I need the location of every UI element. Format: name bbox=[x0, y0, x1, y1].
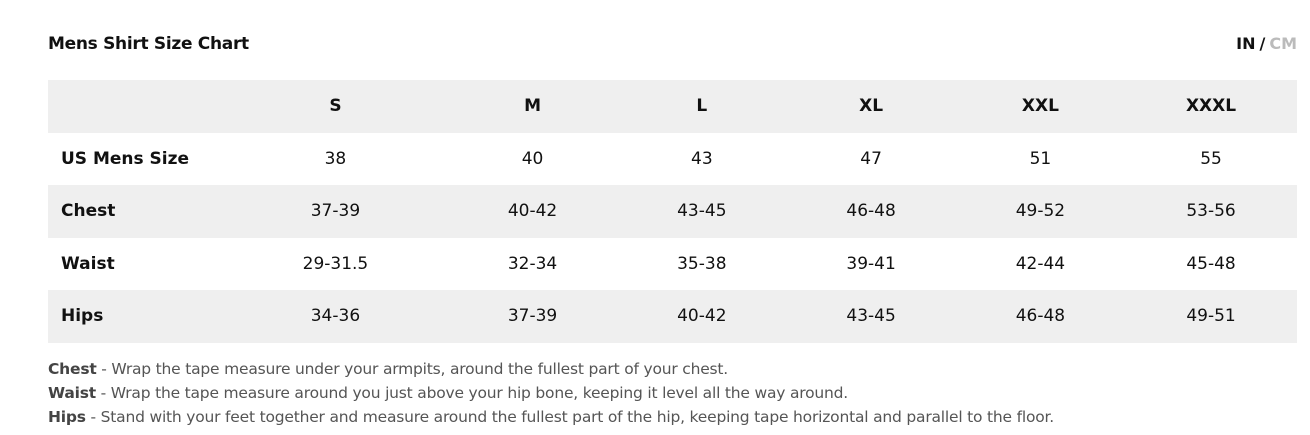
table-cell: 32-34 bbox=[507, 253, 558, 274]
table-cell: 35-38 bbox=[677, 253, 727, 274]
table-cell: 40-42 bbox=[677, 306, 727, 327]
table-cell: 51 bbox=[1029, 148, 1052, 169]
column-header: L bbox=[696, 96, 708, 117]
table-cell: 49-52 bbox=[1015, 201, 1066, 222]
note-text: - Wrap the tape measure under your armpi… bbox=[96, 360, 729, 378]
table-cell: 34-36 bbox=[310, 306, 361, 327]
header-row: S M L XL XXL XXXL bbox=[48, 80, 1297, 133]
unit-separator: / bbox=[1259, 34, 1266, 53]
table-cell: 43-45 bbox=[846, 306, 896, 327]
table-cell: 40-42 bbox=[507, 201, 558, 222]
table-cell: 46-48 bbox=[846, 201, 896, 222]
table-cell: 45-48 bbox=[1186, 253, 1236, 274]
column-header: M bbox=[524, 96, 541, 117]
table-cell: 43 bbox=[691, 148, 713, 169]
column-header: S bbox=[329, 96, 342, 117]
table-row: US Mens Size 38 40 43 47 51 55 bbox=[48, 133, 1297, 186]
unit-toggle: IN / CM bbox=[1236, 34, 1297, 53]
table-cell: 37-39 bbox=[507, 306, 558, 327]
table-cell: 38 bbox=[324, 148, 347, 169]
note-term: Chest bbox=[48, 360, 97, 378]
table-row: Hips 34-36 37-39 40-42 43-45 46-48 49-51 bbox=[48, 290, 1297, 343]
column-header: XXL bbox=[1021, 96, 1059, 117]
note-text: - Stand with your feet together and meas… bbox=[85, 408, 1055, 426]
note-text: - Wrap the tape measure around you just … bbox=[95, 384, 849, 402]
unit-cm-button[interactable]: CM bbox=[1269, 34, 1297, 53]
note-line: Waist - Wrap the tape measure around you… bbox=[48, 381, 1054, 405]
table-cell: 43-45 bbox=[677, 201, 727, 222]
column-header: XXXL bbox=[1185, 96, 1237, 117]
row-label: Chest bbox=[61, 201, 116, 222]
row-label: Waist bbox=[61, 253, 115, 274]
size-table: S M L XL XXL XXXL US Mens Size 38 40 43 47 51 55 Che… bbox=[48, 80, 1297, 343]
column-header: XL bbox=[859, 96, 884, 117]
note-line: Chest - Wrap the tape measure under your… bbox=[48, 357, 1054, 381]
table-cell: 46-48 bbox=[1015, 306, 1066, 327]
note-line: Hips - Stand with your feet together and… bbox=[48, 405, 1054, 429]
row-label: Hips bbox=[61, 306, 104, 327]
measurement-notes: Chest - Wrap the tape measure under your… bbox=[48, 357, 1054, 429]
table-cell: 53-56 bbox=[1186, 201, 1236, 222]
table-cell: 37-39 bbox=[310, 201, 361, 222]
note-term: Hips bbox=[48, 408, 86, 426]
table-cell: 42-44 bbox=[1015, 253, 1066, 274]
row-label: US Mens Size bbox=[61, 148, 190, 169]
table-row: Chest 37-39 40-42 43-45 46-48 49-52 53-56 bbox=[48, 185, 1297, 238]
note-term: Waist bbox=[48, 384, 96, 402]
page-title: Mens Shirt Size Chart bbox=[48, 34, 249, 54]
table-cell: 39-41 bbox=[846, 253, 896, 274]
table-cell: 49-51 bbox=[1186, 306, 1236, 327]
table-cell: 29-31.5 bbox=[302, 253, 369, 274]
column-header bbox=[48, 80, 223, 133]
table-cell: 55 bbox=[1200, 148, 1222, 169]
table-cell: 40 bbox=[521, 148, 544, 169]
table-cell: 47 bbox=[860, 148, 882, 169]
table-row: Waist 29-31.5 32-34 35-38 39-41 42-44 45-48 bbox=[48, 238, 1297, 291]
unit-in-button[interactable]: IN bbox=[1236, 34, 1256, 53]
